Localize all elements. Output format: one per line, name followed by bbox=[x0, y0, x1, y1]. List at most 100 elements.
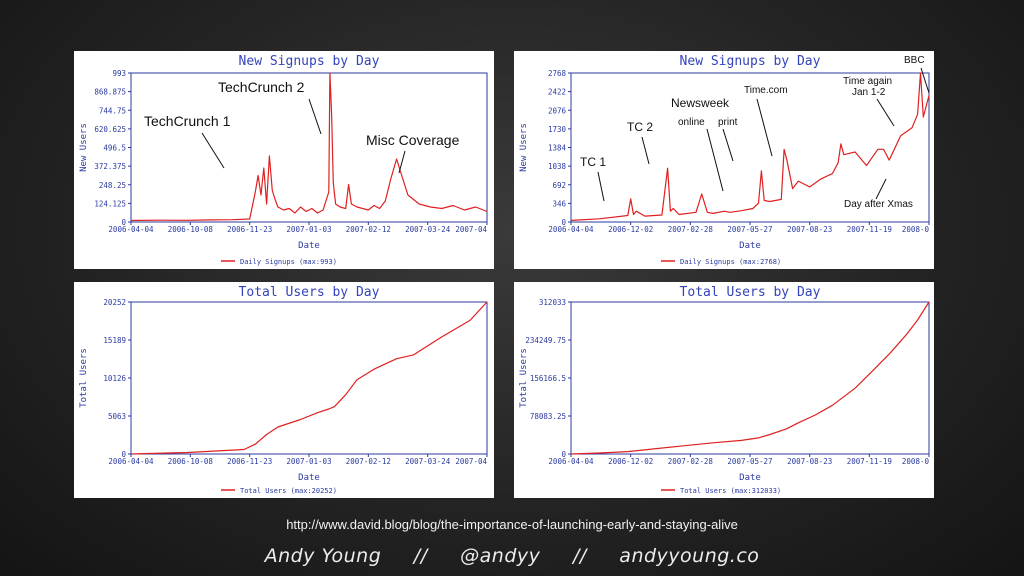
y-tick-label: 372.375 bbox=[94, 162, 126, 171]
annotation-label: Day after Xmas bbox=[844, 199, 913, 210]
plot-frame bbox=[130, 301, 488, 455]
annotation-label: Time again bbox=[843, 76, 892, 87]
y-tick-label: 346 bbox=[552, 199, 566, 208]
annotation-pointer bbox=[920, 67, 930, 94]
annotation-pointer bbox=[875, 178, 887, 200]
annotation-label: Jan 1-2 bbox=[852, 87, 886, 98]
y-tick-label: 78083.25 bbox=[530, 412, 566, 421]
chart-panel-total-early: Total Users by Day 20252 15189 10126 5063 0 20… bbox=[74, 282, 494, 498]
x-tick-label: 2006-04-04 bbox=[548, 225, 594, 234]
series-line bbox=[130, 72, 488, 222]
separator: // bbox=[413, 545, 428, 567]
x-tick-label: 2006-04-04 bbox=[548, 457, 594, 466]
y-tick-label: 312033 bbox=[539, 298, 566, 307]
x-tick-label: 2007-08-23 bbox=[787, 457, 832, 466]
annotation-label: TechCrunch 1 bbox=[144, 113, 231, 129]
legend-label: Total Users (max:312033) bbox=[680, 487, 781, 495]
x-tick-label: 2006-04-04 bbox=[108, 457, 154, 466]
footer-credits: Andy Young // @andyy // andyyoung.co bbox=[0, 545, 1024, 567]
annotation-label: Misc Coverage bbox=[366, 132, 460, 148]
separator: // bbox=[572, 545, 587, 567]
x-axis-label: Date bbox=[739, 473, 761, 483]
x-tick-label: 2007-05-27 bbox=[727, 457, 772, 466]
x-tick-label: 2006-10-08 bbox=[168, 225, 214, 234]
annotation-pointer bbox=[722, 128, 734, 162]
annotation-label: Time.com bbox=[744, 85, 788, 96]
x-tick-label: 2006-10-08 bbox=[168, 457, 214, 466]
x-tick-label: 2007-03-24 bbox=[405, 457, 451, 466]
y-tick-label: 1384 bbox=[548, 144, 567, 153]
x-tick-label: 2007-11-19 bbox=[847, 225, 892, 234]
x-tick-label: 2007-03-24 bbox=[405, 225, 451, 234]
annotation-label: print bbox=[718, 117, 738, 128]
x-tick-label: 2007-04 bbox=[455, 225, 487, 234]
x-tick-label: 2007-04 bbox=[455, 457, 487, 466]
x-tick-label: 2006-11-23 bbox=[227, 457, 272, 466]
website-link[interactable]: andyyoung.co bbox=[619, 545, 760, 567]
x-tick-label: 2007-02-12 bbox=[346, 457, 391, 466]
source-url[interactable]: http://www.david.blog/blog/the-importanc… bbox=[286, 517, 738, 532]
x-tick-label: 2007-01-03 bbox=[286, 225, 331, 234]
x-tick-label: 2007-08-23 bbox=[787, 225, 832, 234]
twitter-handle[interactable]: @andyy bbox=[460, 545, 541, 567]
y-tick-label: 124.125 bbox=[94, 199, 126, 208]
y-tick-label: 2076 bbox=[548, 106, 567, 115]
x-axis-label: Date bbox=[739, 241, 761, 251]
y-tick-label: 10126 bbox=[103, 374, 126, 383]
y-tick-label: 2422 bbox=[548, 88, 566, 97]
chart-title: New Signups by Day bbox=[239, 54, 380, 69]
annotation-pointer bbox=[706, 128, 724, 192]
chart-total-late: Total Users by Day 312033 234249.75 156166.… bbox=[519, 285, 930, 495]
y-tick-label: 496.5 bbox=[103, 144, 126, 153]
y-tick-label: 744.75 bbox=[99, 106, 126, 115]
annotation-pointer bbox=[201, 132, 225, 169]
x-tick-label: 2008-0 bbox=[902, 225, 930, 234]
chart-title: Total Users by Day bbox=[680, 285, 821, 300]
plot-frame bbox=[570, 301, 930, 455]
y-tick-label: 0 bbox=[121, 450, 126, 459]
x-tick-label: 2006-04-04 bbox=[108, 225, 154, 234]
chart-total-early: Total Users by Day2025215189101265063020… bbox=[79, 285, 488, 495]
x-tick-label: 2007-02-12 bbox=[346, 225, 391, 234]
chart-panel-signups-late: New Signups by Day 2768 2422 2076 1730 1384 10… bbox=[514, 51, 934, 269]
annotation-pointer bbox=[398, 150, 406, 174]
x-tick-label: 2006-11-23 bbox=[227, 225, 272, 234]
y-tick-label: 868.875 bbox=[94, 88, 126, 97]
annotation-pointer bbox=[756, 98, 773, 157]
y-tick-label: 0 bbox=[561, 218, 566, 227]
annotation-label: TC 2 bbox=[627, 120, 653, 134]
legend-label: Total Users (max:20252) bbox=[240, 487, 337, 495]
y-tick-label: 1730 bbox=[548, 125, 567, 134]
annotation-label: online bbox=[678, 117, 705, 128]
chart-panel-signups-early: New Signups by Day 993 868.875 744.75 620.62… bbox=[74, 51, 494, 269]
x-tick-label: 2007-05-27 bbox=[727, 225, 772, 234]
series-line bbox=[130, 301, 488, 455]
y-tick-label: 20252 bbox=[103, 298, 126, 307]
y-axis-label: New Users bbox=[519, 123, 529, 172]
y-tick-label: 234249.75 bbox=[525, 336, 566, 345]
y-axis-label: Total Users bbox=[79, 348, 89, 408]
annotation-pointer bbox=[308, 98, 322, 135]
chart-signups-late: New Signups by Day 2768 2422 2076 1730 1384 10… bbox=[519, 54, 930, 266]
chart-title: New Signups by Day bbox=[680, 54, 821, 69]
annotation-pointer bbox=[597, 171, 605, 202]
y-tick-label: 15189 bbox=[103, 336, 126, 345]
x-tick-label: 2007-11-19 bbox=[847, 457, 892, 466]
annotation-pointer bbox=[876, 98, 895, 127]
chart-signups-early: New Signups by Day 993 868.875 744.75 620.62… bbox=[79, 54, 488, 266]
y-tick-label: 0 bbox=[561, 450, 566, 459]
series-line bbox=[570, 301, 930, 455]
chart-title: Total Users by Day bbox=[239, 285, 380, 300]
y-axis-label: New Users bbox=[79, 123, 89, 172]
y-tick-label: 156166.5 bbox=[530, 374, 566, 383]
y-tick-label: 2768 bbox=[548, 69, 567, 78]
annotation-pointer bbox=[641, 136, 650, 165]
annotation-label: TechCrunch 2 bbox=[218, 79, 305, 95]
x-tick-label: 2008-0 bbox=[902, 457, 930, 466]
y-tick-label: 5063 bbox=[108, 412, 126, 421]
y-tick-label: 1038 bbox=[548, 162, 567, 171]
x-tick-label: 2006-12-02 bbox=[608, 225, 653, 234]
y-axis-label: Total Users bbox=[519, 348, 529, 408]
annotation-label: BBC bbox=[904, 55, 925, 66]
legend-label: Daily Signups (max:2768) bbox=[680, 258, 781, 266]
